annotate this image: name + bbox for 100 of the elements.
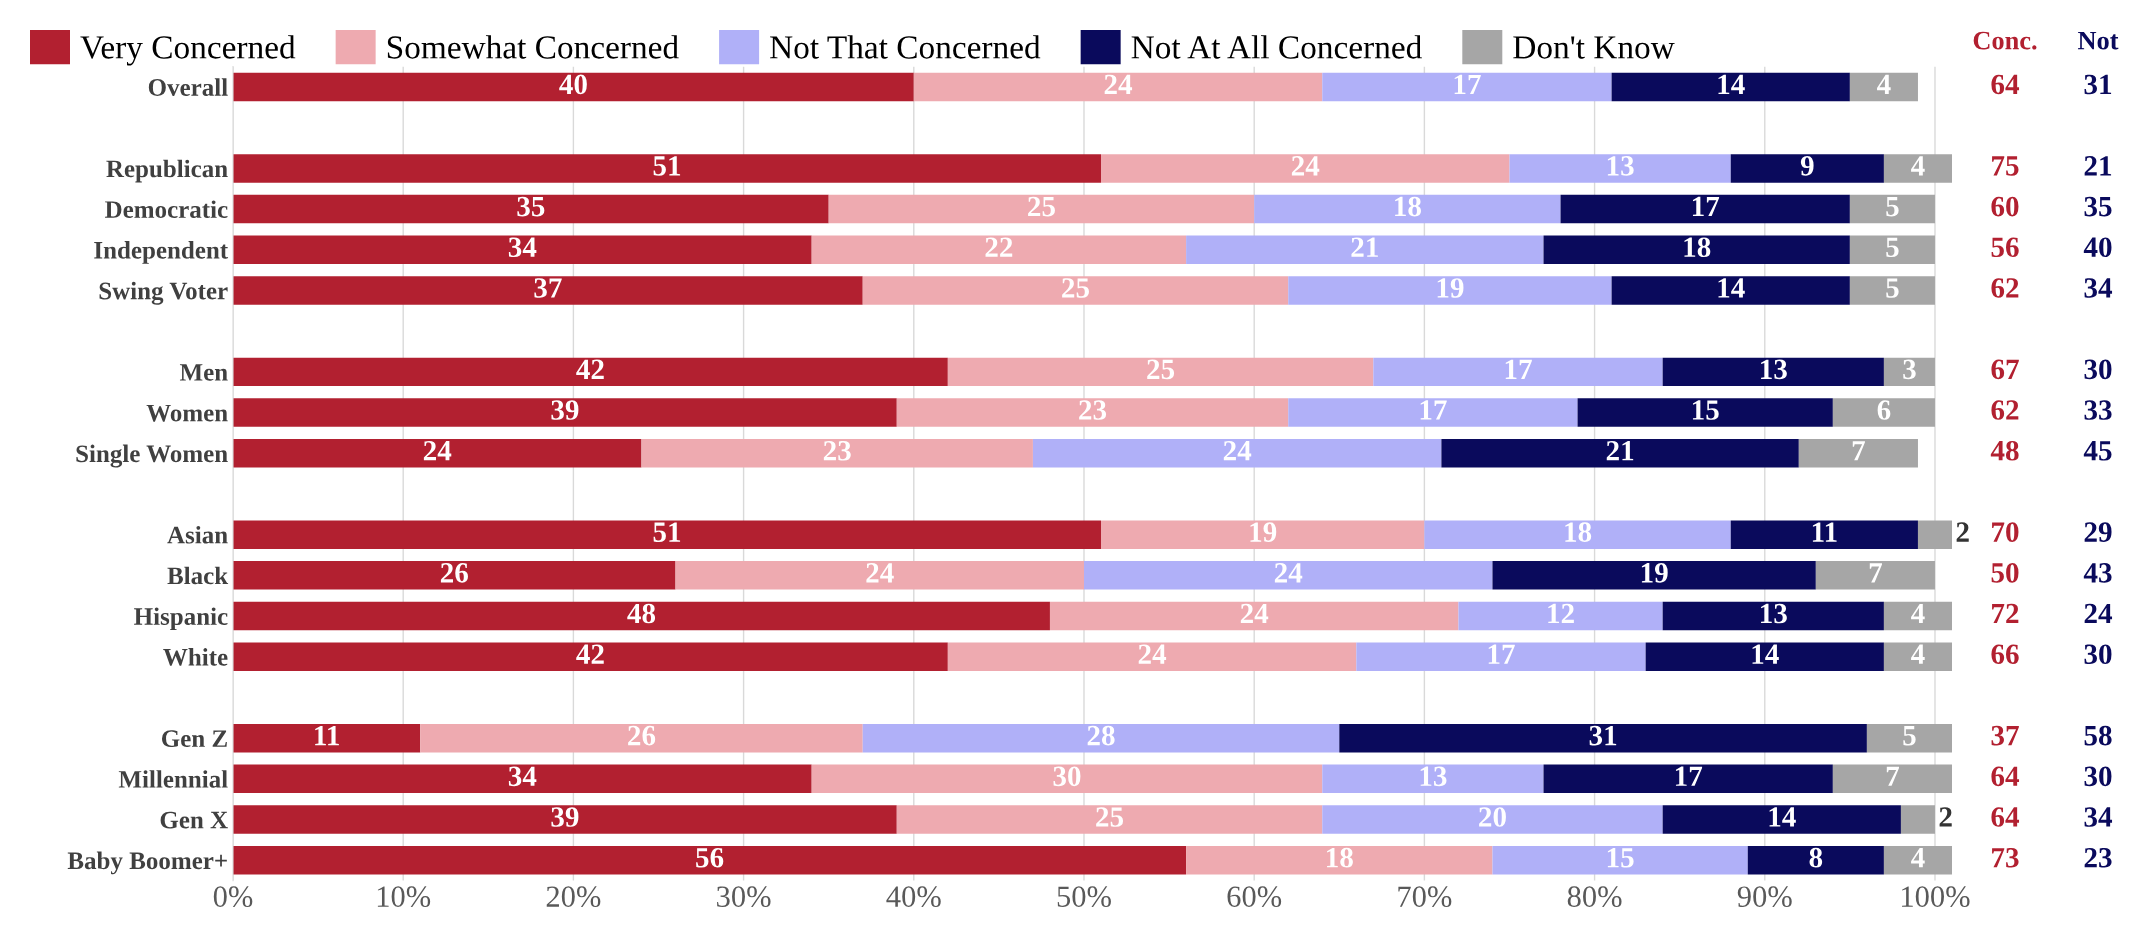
text: 64	[1991, 766, 2020, 787]
bar	[1288, 276, 1612, 305]
text: 21	[2084, 156, 2112, 176]
bar	[233, 846, 1187, 875]
x-tick-label: 50%	[1057, 886, 1111, 908]
y-tick-label: Baby Boomer+	[67, 851, 227, 875]
bar	[1322, 72, 1612, 102]
data-label: 3	[1903, 359, 1916, 380]
bar	[1883, 154, 1952, 183]
y-tick-label: White	[163, 648, 228, 666]
bar	[1883, 357, 1935, 387]
data-label: 17	[1675, 766, 1703, 786]
data-label: 5	[1886, 237, 1899, 258]
x-tick-label: 0%	[213, 886, 253, 908]
text: 45	[2083, 441, 2112, 461]
bar	[233, 723, 421, 753]
data-label: 11	[1812, 522, 1837, 542]
data-label: 2	[1939, 807, 1952, 827]
bar	[1339, 723, 1867, 753]
data-label: 8	[1809, 847, 1823, 868]
text: 73	[1992, 847, 2019, 868]
text: Conc.	[1973, 31, 2037, 50]
data-label: 25	[1096, 807, 1124, 827]
data-label: 4	[1911, 644, 1925, 664]
bar	[233, 235, 812, 265]
data-label: 11	[315, 725, 339, 746]
y-tick-label: Hispanic	[134, 607, 228, 631]
bar	[896, 805, 1323, 834]
data-label: 14	[1769, 807, 1796, 827]
data-label: 34	[508, 766, 537, 787]
bar	[1747, 846, 1884, 875]
bar	[1730, 520, 1918, 549]
data-label: 25	[1147, 359, 1175, 380]
bar	[1798, 439, 1918, 468]
data-label: 13	[1761, 359, 1787, 380]
bar	[1917, 520, 1952, 549]
bar	[233, 154, 1102, 183]
legend-label: Not That Concerned	[770, 35, 1041, 59]
data-label: 40	[559, 74, 587, 95]
bar	[1492, 846, 1748, 875]
data-label: 28	[1087, 725, 1115, 746]
bar	[1662, 357, 1884, 387]
bar	[1288, 398, 1578, 427]
data-label: 7	[1869, 563, 1882, 583]
data-label: 56	[696, 847, 724, 868]
x-tick-label: 10%	[377, 886, 431, 908]
data-label: 31	[1589, 725, 1617, 746]
data-label: 17	[1420, 400, 1447, 420]
text: 31	[2084, 74, 2112, 95]
text: 70	[1992, 522, 2019, 542]
data-label: 23	[1079, 400, 1107, 420]
bar	[1458, 601, 1663, 631]
bar	[1186, 846, 1493, 875]
data-label: 48	[627, 603, 656, 624]
data-label: 13	[1420, 766, 1447, 787]
text: 64	[1991, 807, 2020, 827]
legend-label: Somewhat Concerned	[387, 35, 679, 59]
bar	[1356, 642, 1646, 672]
data-label: 13	[1761, 603, 1787, 624]
bar	[1373, 357, 1663, 387]
bar	[1509, 154, 1731, 183]
data-label: 5	[1886, 278, 1899, 298]
data-label: 4	[1877, 74, 1891, 94]
bar	[828, 194, 1255, 224]
bar	[1900, 805, 1935, 834]
bar	[1883, 642, 1952, 672]
bar	[233, 398, 897, 427]
text: 29	[2084, 522, 2112, 542]
legend-label: Not At All Concerned	[1131, 35, 1422, 59]
text: 34	[2084, 807, 2113, 827]
bar	[1662, 805, 1901, 834]
bar	[233, 520, 1102, 549]
bar	[1186, 235, 1544, 265]
data-label: 19	[1437, 278, 1464, 298]
text: 23	[2084, 847, 2112, 868]
x-tick-label: 30%	[717, 886, 771, 908]
data-label: 51	[653, 522, 681, 542]
y-tick-label: Republican	[106, 159, 228, 183]
bar	[233, 764, 812, 794]
data-label: 42	[576, 644, 604, 664]
bar	[1322, 764, 1544, 794]
text: 58	[2084, 725, 2112, 746]
bar	[1730, 154, 1884, 183]
data-label: 5	[1886, 197, 1899, 217]
bar	[1543, 764, 1833, 794]
data-label: 21	[1606, 440, 1634, 461]
bar	[675, 561, 1084, 590]
bar	[233, 72, 914, 102]
data-label: 24	[423, 440, 452, 461]
bar	[1254, 194, 1561, 224]
x-tick-label: 40%	[886, 886, 941, 908]
data-label: 26	[628, 725, 656, 746]
y-tick-label: Democratic	[105, 200, 228, 218]
data-label: 24	[1138, 644, 1167, 664]
data-label: 15	[1692, 400, 1719, 420]
data-label: 14	[1752, 644, 1779, 664]
text: 62	[1991, 400, 2019, 420]
bar	[233, 194, 829, 224]
data-label: 12	[1548, 603, 1574, 624]
x-tick-label: 100%	[1902, 886, 1970, 908]
